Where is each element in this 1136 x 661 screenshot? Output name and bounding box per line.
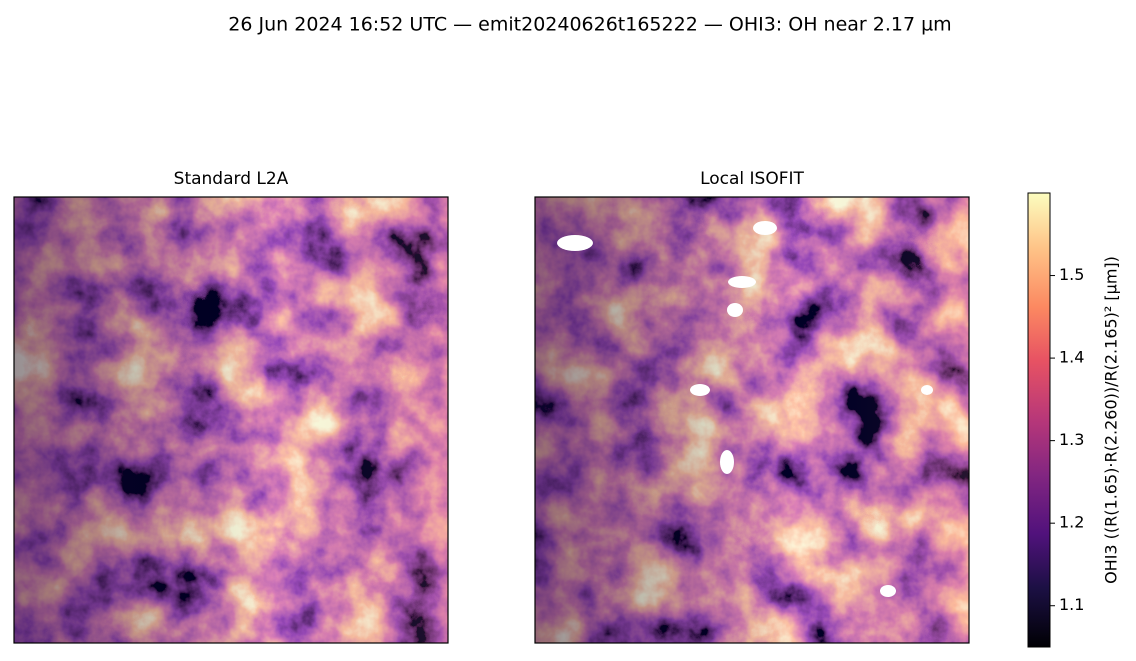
panel-title: Local ISOFIT <box>700 169 804 189</box>
masked-pixels <box>557 221 933 597</box>
raster-shade <box>535 197 969 643</box>
panel: Standard L2A <box>13 169 449 644</box>
colorbar-tick-label: 1.3 <box>1059 430 1084 449</box>
colorbar-label: OHI3 ((R(1.65)·R(2.260))/R(2.165)² [µm]) <box>1102 256 1121 584</box>
raster-shade <box>14 197 448 643</box>
panel-title: Standard L2A <box>174 169 289 189</box>
panel-frame <box>13 196 449 644</box>
colorbar-tick-label: 1.4 <box>1059 348 1084 367</box>
colorbar-tick-label: 1.5 <box>1059 265 1084 284</box>
colorbar <box>1027 192 1051 648</box>
panel: Local ISOFIT <box>534 169 970 644</box>
figure-title: 26 Jun 2024 16:52 UTC — emit20240626t165… <box>228 14 951 36</box>
colorbar-tick-label: 1.1 <box>1059 595 1084 614</box>
panel-frame <box>534 196 970 644</box>
colorbar-tick-label: 1.2 <box>1059 513 1084 532</box>
